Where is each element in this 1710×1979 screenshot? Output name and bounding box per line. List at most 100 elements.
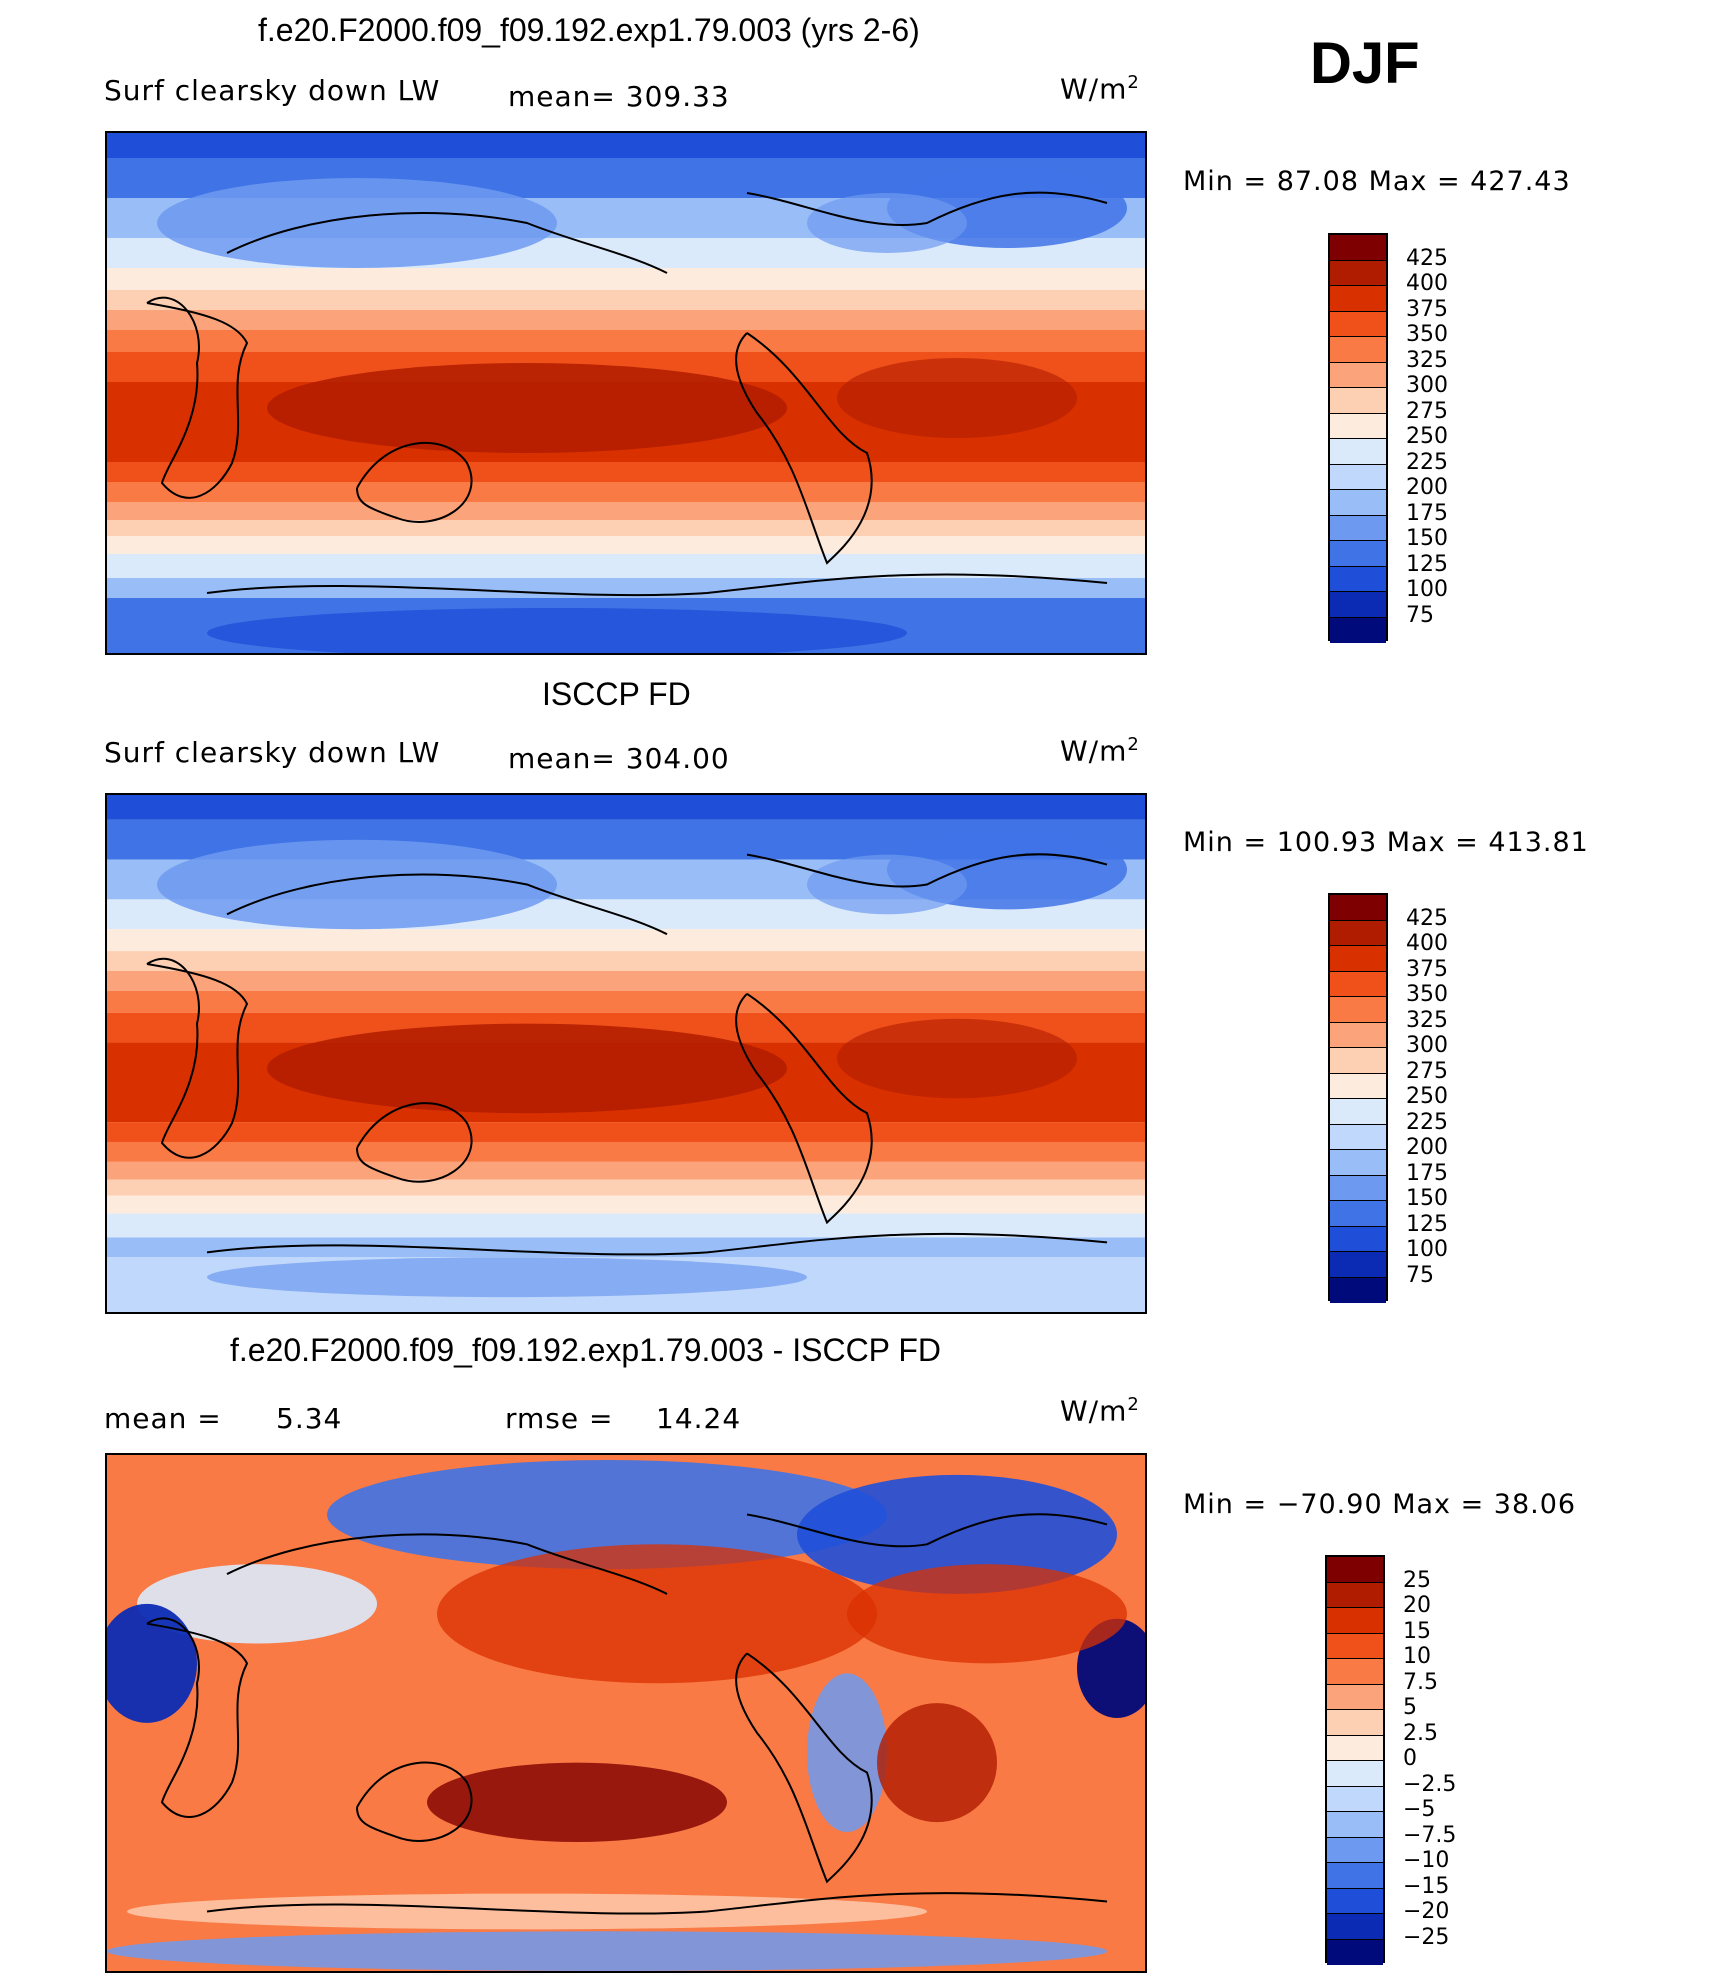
map-field xyxy=(437,1544,877,1684)
colorbar-label: 0 xyxy=(1403,1746,1417,1771)
map-band xyxy=(107,1213,1145,1238)
map-field xyxy=(427,1762,727,1842)
panel1-variable: Surf clearsky down LW xyxy=(104,74,441,107)
colorbar-label: 150 xyxy=(1406,526,1448,551)
panel3-mean-label: mean = xyxy=(104,1402,222,1435)
colorbar-swatch xyxy=(1327,1761,1383,1787)
colorbar-swatch xyxy=(1330,1073,1386,1099)
panel3-mean-value: 5.34 xyxy=(276,1402,343,1435)
map-band xyxy=(107,502,1145,520)
colorbar-label: 350 xyxy=(1406,322,1448,347)
panel1-units-text: W/m xyxy=(1060,72,1128,106)
panel2-units-sup: 2 xyxy=(1127,734,1140,755)
map-band xyxy=(107,310,1145,330)
colorbar-label: 300 xyxy=(1406,1033,1448,1058)
colorbar-label: 150 xyxy=(1406,1186,1448,1211)
colorbar-swatch xyxy=(1330,541,1386,567)
map-field xyxy=(137,1564,377,1644)
panel3-units-sup: 2 xyxy=(1127,1394,1140,1415)
colorbar-swatch xyxy=(1330,1201,1386,1227)
colorbar-swatch xyxy=(1327,1939,1383,1965)
colorbar-label: −2.5 xyxy=(1403,1771,1457,1797)
colorbar-swatch xyxy=(1330,464,1386,490)
map-field xyxy=(327,1459,887,1570)
colorbar-swatch xyxy=(1330,997,1386,1023)
colorbar-swatch xyxy=(1330,1124,1386,1150)
map-band xyxy=(107,536,1145,554)
panel2-mean: mean= 304.00 xyxy=(508,742,730,775)
colorbar-swatch xyxy=(1330,1022,1386,1048)
map-band xyxy=(107,1179,1145,1196)
panel1-colorbar-box xyxy=(1328,233,1388,643)
colorbar-swatch xyxy=(1327,1608,1383,1634)
map-field xyxy=(207,608,907,653)
map-band xyxy=(107,951,1145,971)
map-band xyxy=(107,1195,1145,1214)
panel1-mean: mean= 309.33 xyxy=(508,80,730,113)
map-band xyxy=(107,482,1145,502)
colorbar-label: 375 xyxy=(1406,956,1448,982)
colorbar-swatch xyxy=(1330,413,1386,439)
colorbar-swatch xyxy=(1327,1863,1383,1889)
map-band xyxy=(107,1141,1145,1162)
panel1-title: f.e20.F2000.f09_f09.192.exp1.79.003 (yrs… xyxy=(258,12,920,48)
panel2-variable: Surf clearsky down LW xyxy=(104,736,441,769)
map-field xyxy=(807,193,967,253)
panel2-minmax: Min = 100.93 Max = 413.81 xyxy=(1183,827,1589,858)
colorbar-label: −20 xyxy=(1403,1899,1450,1924)
panel3-map xyxy=(105,1453,1147,1973)
colorbar-swatch xyxy=(1330,388,1386,414)
colorbar-label: 300 xyxy=(1406,373,1448,398)
panel3-colorbar-box xyxy=(1325,1555,1385,1965)
colorbar-label: 175 xyxy=(1406,1160,1448,1186)
panel2-units-text: W/m xyxy=(1060,734,1128,768)
panel3-units: W/m2 xyxy=(1060,1394,1140,1427)
panel2-map xyxy=(105,793,1147,1314)
colorbar-swatch xyxy=(1327,1710,1383,1736)
colorbar-label: 325 xyxy=(1406,1007,1448,1033)
coastline xyxy=(226,1533,668,1595)
map-band xyxy=(107,133,1145,158)
colorbar-swatch xyxy=(1330,592,1386,618)
colorbar-swatch xyxy=(1327,1659,1383,1685)
colorbar-label: 350 xyxy=(1406,982,1448,1007)
colorbar-swatch xyxy=(1330,1099,1386,1125)
colorbar-label: 5 xyxy=(1403,1695,1417,1720)
colorbar-swatch xyxy=(1330,946,1386,972)
map-band xyxy=(107,578,1145,598)
map-field xyxy=(807,854,967,915)
colorbar-label: 225 xyxy=(1406,1109,1448,1135)
map-field xyxy=(107,1603,197,1723)
map-field xyxy=(797,1474,1117,1594)
colorbar-label: 225 xyxy=(1406,449,1448,475)
panel3-rmse-value: 14.24 xyxy=(656,1402,742,1435)
map-field xyxy=(877,1703,997,1823)
map-field xyxy=(267,1023,787,1114)
colorbar-swatch xyxy=(1330,235,1386,261)
coastline xyxy=(206,1892,1108,1915)
colorbar-label: 125 xyxy=(1406,1211,1448,1237)
coastline xyxy=(206,1232,1108,1256)
map-band xyxy=(107,330,1145,352)
colorbar-swatch xyxy=(1330,920,1386,946)
map-band xyxy=(107,970,1145,991)
colorbar-swatch xyxy=(1330,515,1386,541)
map-field xyxy=(157,839,557,930)
coastline xyxy=(146,296,249,499)
colorbar-swatch xyxy=(1327,1786,1383,1812)
colorbar-label: 20 xyxy=(1403,1593,1431,1618)
map-band xyxy=(107,1122,1145,1142)
season-label: DJF xyxy=(1310,31,1420,96)
colorbar-swatch xyxy=(1330,895,1386,921)
colorbar-swatch xyxy=(1330,286,1386,312)
coastline xyxy=(356,1761,473,1842)
colorbar-label: 425 xyxy=(1406,245,1448,271)
map-field xyxy=(207,1257,807,1298)
coastline xyxy=(146,1617,249,1819)
coastline xyxy=(226,212,668,274)
colorbar-swatch xyxy=(1330,1150,1386,1176)
colorbar-label: 75 xyxy=(1406,1262,1434,1288)
colorbar-swatch xyxy=(1330,617,1386,643)
panel3-map-svg xyxy=(107,1455,1145,1971)
colorbar-swatch xyxy=(1330,337,1386,363)
